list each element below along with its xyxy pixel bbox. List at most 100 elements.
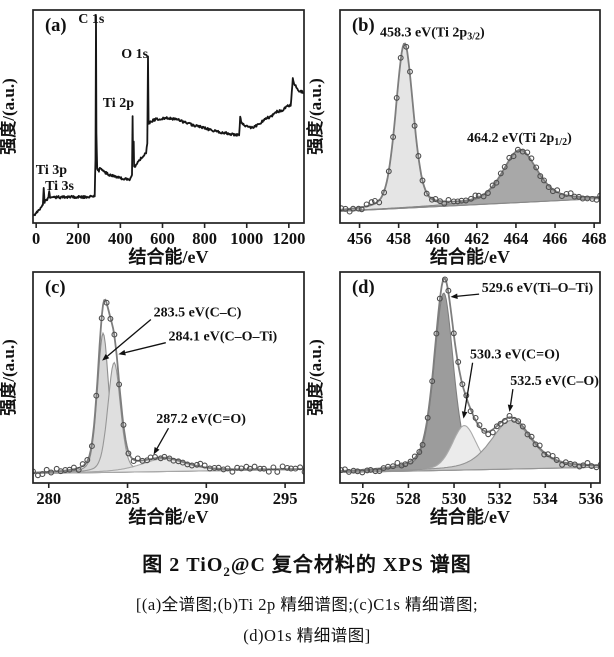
- data-point: [393, 94, 400, 101]
- axes-box: [339, 271, 601, 484]
- caption-subtitle-line1: [(a)全谱图;(b)Ti 2p 精细谱图;(c)C1s 精细谱图;: [135, 595, 479, 614]
- annotation-arrow-head: [461, 411, 468, 419]
- data-point: [394, 459, 401, 466]
- axes-box: [32, 271, 305, 484]
- survey-curve: [33, 15, 304, 217]
- plot-area-d: [340, 276, 600, 476]
- data-point: [407, 458, 414, 465]
- data-point: [472, 192, 479, 199]
- peak-annotation: 283.5 eV(C–C): [154, 305, 242, 320]
- data-point: [441, 276, 448, 283]
- data-point: [423, 190, 430, 197]
- envelope-curve: [340, 277, 600, 472]
- data-point: [472, 414, 479, 421]
- data-point: [284, 464, 291, 471]
- data-point: [468, 195, 474, 202]
- data-point: [201, 462, 208, 469]
- data-point: [515, 418, 522, 425]
- data-point: [103, 299, 110, 306]
- data-point: [537, 173, 544, 180]
- data-point: [215, 464, 222, 471]
- data-point: [358, 206, 365, 213]
- data-point: [501, 163, 508, 170]
- data-point: [116, 381, 123, 388]
- panel-tag: (a): [45, 16, 67, 36]
- data-point: [576, 463, 583, 470]
- peak-annotation: Ti 2p: [103, 96, 134, 111]
- annotation-arrow-line: [463, 362, 474, 412]
- data-point: [403, 43, 410, 50]
- data-point: [541, 451, 548, 458]
- data-point: [301, 469, 304, 475]
- data-point: [363, 201, 370, 208]
- peak-annotation: 284.1 eV(C–O–Ti): [169, 330, 278, 345]
- x-axis-label: 结合能/eV: [129, 506, 209, 527]
- data-point: [432, 196, 439, 202]
- annotation-arrow-line: [457, 293, 480, 297]
- data-point: [553, 457, 560, 463]
- envelope-curve: [33, 298, 304, 474]
- data-point: [265, 468, 272, 475]
- data-point: [450, 330, 457, 337]
- data-point: [545, 184, 552, 191]
- x-tick-label: 532: [487, 489, 512, 508]
- data-point: [459, 381, 466, 388]
- data-point: [98, 315, 105, 322]
- panel-c: 280 285 290 295 结合能/eV 强度/(a.u.) (c) 283.5 eV(C…: [0, 271, 305, 527]
- data-point: [390, 463, 396, 470]
- data-point: [597, 461, 600, 468]
- data-point: [541, 177, 547, 184]
- y-axis-label: 强度/(a.u.): [305, 339, 325, 416]
- plot-area-c: [33, 298, 304, 479]
- peak-annotation: 458.3 eV(Ti 2p3/2): [380, 26, 485, 43]
- component-peak-Ti-2p3-2: [340, 43, 600, 212]
- data-point: [528, 155, 535, 162]
- x-tick-label: 290: [194, 489, 219, 508]
- data-point: [593, 464, 600, 471]
- y-axis-label: 强度/(a.u.): [305, 78, 325, 155]
- peak-annotation: 529.6 eV(Ti–O–Ti): [482, 281, 594, 296]
- peak-annotation: C 1s: [78, 12, 105, 27]
- data-point: [297, 464, 304, 471]
- data-point: [62, 467, 69, 473]
- axes-box: [339, 9, 601, 224]
- data-point: [120, 421, 127, 428]
- data-point: [161, 453, 168, 460]
- data-point: [43, 466, 50, 473]
- data-point: [397, 54, 404, 61]
- y-axis-label: 强度/(a.u.): [0, 339, 18, 416]
- data-point: [411, 453, 418, 460]
- plot-area-b: [340, 42, 600, 215]
- panel-tag: (d): [352, 278, 375, 298]
- panel-tag: (b): [352, 16, 375, 36]
- x-tick-label: 460: [425, 229, 450, 248]
- data-point: [93, 392, 100, 399]
- data-point: [144, 457, 151, 464]
- data-point: [480, 193, 487, 200]
- panel-a: 0 200 400 600 800 1000 1200 结合能/eV 强度/(a.u.) (a) C…: [0, 9, 305, 267]
- data-point: [436, 295, 443, 302]
- annotation-arrow-head: [153, 447, 160, 455]
- data-point: [368, 199, 375, 206]
- x-tick-label: 295: [273, 489, 298, 508]
- data-point: [533, 164, 540, 171]
- annotation-arrow-head: [102, 353, 110, 361]
- data-point: [467, 408, 474, 415]
- x-axis-label: 结合能/eV: [430, 246, 510, 267]
- x-tick-label: 536: [579, 489, 604, 508]
- peak-annotation: 530.3 eV(C=O): [470, 348, 560, 363]
- data-point: [376, 199, 383, 206]
- data-point: [445, 287, 452, 294]
- panel-tag: (c): [45, 278, 66, 298]
- annotation-arrow-line: [107, 318, 152, 357]
- peak-annotation: 287.2 eV(C=O): [156, 412, 246, 427]
- data-point: [385, 168, 392, 175]
- x-tick-label: 530: [442, 489, 467, 508]
- data-point: [257, 465, 264, 472]
- data-point: [341, 466, 348, 473]
- y-axis-label: 强度/(a.u.): [0, 78, 18, 155]
- peak-annotation: O 1s: [121, 47, 148, 62]
- panel-b: 456 458 460 462 464 466 468 结合能/eV 强度/(a.u.) (b) 4…: [305, 9, 607, 267]
- data-point: [429, 378, 436, 385]
- x-tick-label: 800: [192, 229, 217, 248]
